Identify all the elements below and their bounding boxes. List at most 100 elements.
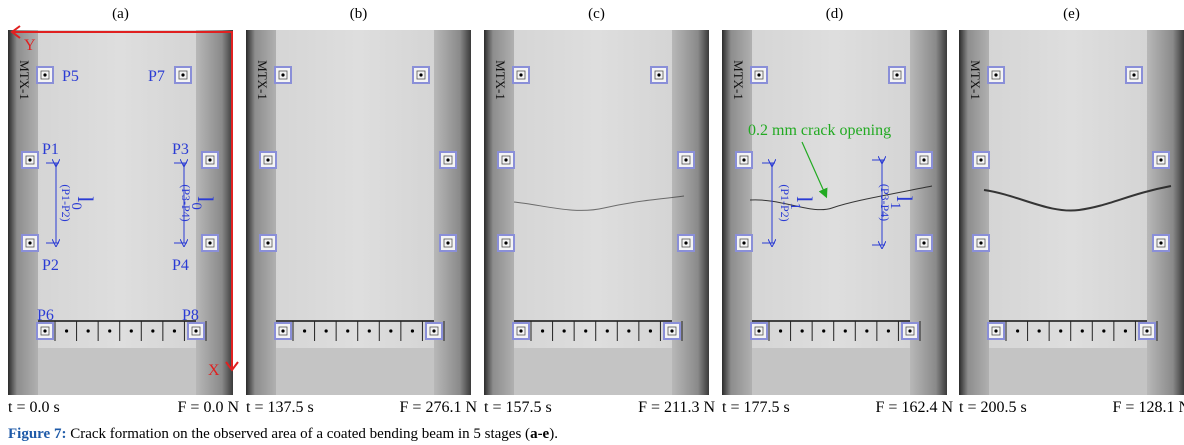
- target-dot: [908, 329, 912, 333]
- scale-dot: [822, 329, 826, 333]
- scale-dot: [648, 329, 653, 333]
- target-inner: [205, 238, 215, 248]
- scale-dot: [64, 329, 69, 333]
- target-inner: [991, 326, 1001, 336]
- target-dot: [1159, 241, 1163, 245]
- bottom-zone: [959, 348, 1184, 395]
- scale-dot: [367, 329, 371, 333]
- scale-dot: [540, 329, 545, 333]
- point-label: P8: [182, 307, 199, 324]
- point-label: P6: [37, 307, 54, 324]
- axis-arrow: [10, 25, 239, 372]
- specimen-label: MTX-1: [731, 60, 746, 100]
- target-dot: [979, 241, 983, 245]
- target-dot: [757, 73, 761, 77]
- left-edge: [246, 30, 276, 395]
- target-dot: [266, 158, 270, 162]
- target-inner: [429, 326, 439, 336]
- target-inner: [754, 326, 764, 336]
- target-dot: [504, 241, 508, 245]
- target-inner: [976, 155, 986, 165]
- target-dot: [446, 241, 450, 245]
- panel: (e) MTX-1 t = 200.5 s F = 128.1 N: [959, 6, 1184, 416]
- crack-label: 0.2 mm crack opening: [748, 122, 891, 139]
- target-dot: [446, 158, 450, 162]
- target-dot: [28, 158, 32, 162]
- scale-dot: [843, 329, 847, 333]
- bottom-zone: [484, 348, 709, 395]
- bottom-zone: [722, 348, 947, 395]
- gauge-symbol: l: [892, 196, 917, 202]
- target-dot: [504, 158, 508, 162]
- target-inner: [191, 326, 201, 336]
- target-inner: [416, 70, 426, 80]
- scale-dot: [410, 329, 415, 333]
- panel: (a) MTX-1 t = 0.0 s F = 0.0 N P5 P7 P1 P3 P2 P4 P6…: [8, 6, 239, 416]
- target-inner: [516, 70, 526, 80]
- target-dot: [266, 241, 270, 245]
- gauge-label: l1: [887, 196, 917, 210]
- target-dot: [432, 329, 436, 333]
- force-label: F = 0.0 N: [178, 399, 240, 416]
- scale-dot: [1037, 329, 1041, 333]
- target-dot: [28, 241, 32, 245]
- point-label: P7: [148, 68, 165, 85]
- target-inner: [25, 155, 35, 165]
- target-dot: [281, 329, 285, 333]
- scale-dot: [605, 329, 609, 333]
- scale-dot: [627, 329, 631, 333]
- target-dot: [208, 158, 212, 162]
- target-dot: [979, 158, 983, 162]
- target-dot: [194, 329, 198, 333]
- target-dot: [181, 73, 185, 77]
- target-dot: [742, 241, 746, 245]
- time-label: t = 177.5 s: [722, 399, 790, 416]
- gauge-subscript: 1: [887, 202, 903, 210]
- scale-dot: [1059, 329, 1063, 333]
- time-label: t = 200.5 s: [959, 399, 1027, 416]
- right-edge: [672, 30, 709, 395]
- caption-text: Crack formation on the observed area of …: [66, 426, 530, 442]
- right-edge: [910, 30, 947, 395]
- scale-dot: [1015, 329, 1020, 333]
- gauge-symbol: l: [792, 196, 817, 202]
- gauge-label: l0: [188, 196, 218, 210]
- gauge-symbol: l: [73, 196, 98, 202]
- gauge-label: l1: [787, 196, 817, 210]
- axis-x-label: X: [208, 362, 220, 379]
- right-edge: [1147, 30, 1184, 395]
- bottom-zone: [8, 348, 233, 395]
- axis-frame: [12, 31, 233, 370]
- time-label: t = 137.5 s: [246, 399, 314, 416]
- target-inner: [681, 155, 691, 165]
- scale-dot: [86, 329, 90, 333]
- target-inner: [263, 155, 273, 165]
- force-label: F = 128.1 N: [1113, 399, 1184, 416]
- target-inner: [739, 238, 749, 248]
- scale-dot: [886, 329, 891, 333]
- target-inner: [263, 238, 273, 248]
- point-label: P3: [172, 141, 189, 158]
- target-inner: [278, 70, 288, 80]
- target-inner: [501, 238, 511, 248]
- bottom-zone: [246, 348, 471, 395]
- specimen-label: MTX-1: [493, 60, 508, 100]
- caption-label: Figure 7:: [8, 426, 66, 442]
- target-inner: [1129, 70, 1139, 80]
- scale-dot: [865, 329, 869, 333]
- scale-dot: [562, 329, 566, 333]
- panel-label: (a): [112, 6, 129, 22]
- scale-dot: [1102, 329, 1106, 333]
- scale-dot: [778, 329, 783, 333]
- gauge-pair: (P1-P2): [778, 184, 792, 221]
- right-edge: [196, 30, 233, 395]
- right-edge: [434, 30, 471, 395]
- point-label: P5: [62, 68, 79, 85]
- target-dot: [684, 241, 688, 245]
- target-inner: [1156, 238, 1166, 248]
- target-inner: [516, 326, 526, 336]
- target-dot: [419, 73, 423, 77]
- force-label: F = 211.3 N: [638, 399, 715, 416]
- left-edge: [722, 30, 752, 395]
- target-inner: [976, 238, 986, 248]
